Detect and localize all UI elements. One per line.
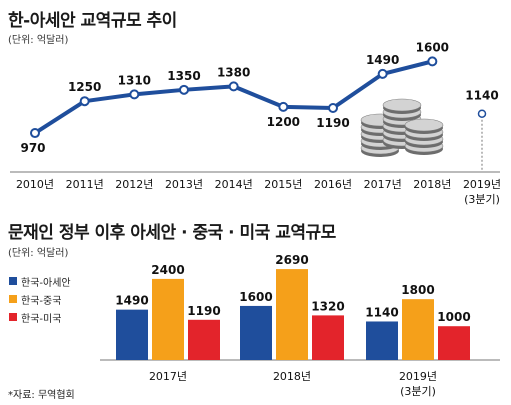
x-tick-label: 2017년 bbox=[364, 178, 402, 191]
bar bbox=[402, 299, 434, 360]
bar-value-label: 1320 bbox=[311, 299, 344, 313]
x-tick-label: 2012년 bbox=[115, 178, 153, 191]
data-point bbox=[328, 103, 338, 114]
line-chart: 970 1250 1310 1350 1380 1200 1190 1490 1600 1140 2… bbox=[10, 40, 501, 206]
data-label: 1140 bbox=[465, 89, 498, 103]
x-tick-label: 2018년 bbox=[413, 178, 451, 191]
legend-item: 한국-중국 bbox=[9, 290, 71, 308]
bar bbox=[438, 326, 470, 360]
category-sublabel: (3분기) bbox=[400, 385, 436, 398]
bar bbox=[188, 319, 220, 360]
category-label: 2019년 bbox=[399, 370, 437, 383]
category-label: 2018년 bbox=[273, 370, 311, 383]
bar-value-label: 1190 bbox=[187, 304, 220, 318]
bar-chart-unit: (단위: 억달러) bbox=[8, 248, 69, 259]
x-tick-sublabel: (3분기) bbox=[464, 193, 500, 206]
data-label: 970 bbox=[20, 141, 45, 155]
data-label: 1350 bbox=[167, 69, 200, 83]
bar-value-label: 1800 bbox=[401, 283, 434, 297]
bar bbox=[116, 309, 148, 360]
category-label: 2017년 bbox=[149, 370, 187, 383]
bar bbox=[152, 278, 184, 360]
bar-value-label: 1000 bbox=[437, 310, 470, 324]
data-point bbox=[477, 109, 487, 118]
data-point bbox=[129, 89, 140, 100]
bar-value-label: 1140 bbox=[365, 305, 398, 319]
data-label: 1380 bbox=[217, 65, 250, 79]
coin bbox=[404, 118, 444, 132]
data-label: 1490 bbox=[366, 53, 399, 67]
data-label: 1190 bbox=[316, 116, 349, 130]
data-point bbox=[377, 68, 388, 79]
x-tick-label: 2011년 bbox=[66, 178, 104, 191]
source-note: *자료: 무역협회 bbox=[8, 390, 75, 401]
x-tick-label: 2019년 bbox=[463, 178, 501, 191]
legend-label: 한국-아세안 bbox=[21, 277, 71, 289]
data-point bbox=[30, 128, 40, 139]
data-point bbox=[79, 96, 90, 107]
line-chart-unit: (단위: 억달러) bbox=[8, 35, 69, 46]
legend-label: 한국-미국 bbox=[21, 313, 62, 325]
bar-chart-legend: 한국-아세안 한국-중국 한국-미국 bbox=[9, 272, 71, 326]
coin bbox=[382, 98, 422, 112]
data-point bbox=[228, 81, 239, 92]
data-label: 1600 bbox=[416, 40, 449, 54]
legend-swatch bbox=[9, 313, 17, 321]
bar-value-label: 2400 bbox=[151, 263, 184, 277]
bar bbox=[312, 315, 344, 360]
bar bbox=[366, 321, 398, 360]
data-label: 1250 bbox=[68, 80, 101, 94]
coin-stack-illustration bbox=[360, 98, 444, 157]
x-tick-label: 2014년 bbox=[215, 178, 253, 191]
legend-item: 한국-아세안 bbox=[9, 272, 71, 290]
bar-value-label: 1490 bbox=[115, 294, 148, 308]
data-point bbox=[179, 84, 189, 95]
x-tick-label: 2013년 bbox=[165, 178, 203, 191]
legend-swatch bbox=[9, 295, 17, 303]
data-point bbox=[427, 56, 438, 67]
x-tick-label: 2015년 bbox=[264, 178, 302, 191]
bar-chart-title: 문재인 정부 이후 아세안 · 중국 · 미국 교역규모 bbox=[8, 223, 336, 243]
line-chart-title: 한-아세안 교역규모 추이 bbox=[8, 11, 177, 31]
x-tick-label: 2010년 bbox=[16, 178, 54, 191]
legend-item: 한국-미국 bbox=[9, 308, 71, 326]
bar-value-label: 1600 bbox=[239, 290, 272, 304]
bar bbox=[240, 305, 272, 360]
data-point bbox=[278, 101, 289, 112]
x-tick-label: 2016년 bbox=[314, 178, 352, 191]
legend-label: 한국-중국 bbox=[21, 295, 62, 307]
bar-value-label: 2690 bbox=[275, 253, 308, 267]
legend-swatch bbox=[9, 277, 17, 285]
data-label: 1200 bbox=[267, 115, 300, 129]
data-label: 1310 bbox=[118, 73, 151, 87]
bar bbox=[276, 269, 308, 360]
